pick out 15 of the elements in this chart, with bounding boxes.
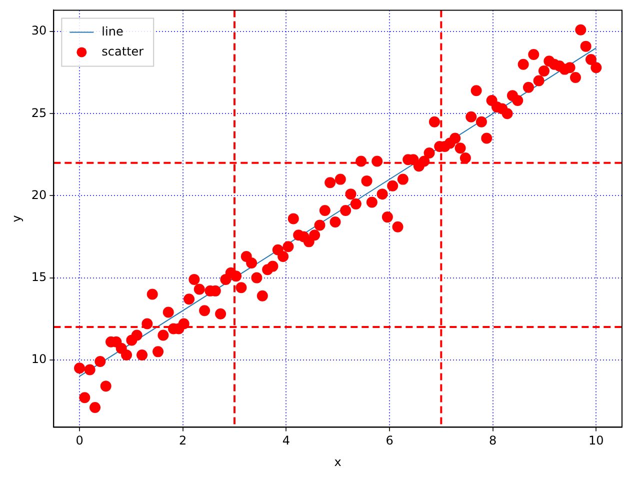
y-tick-label: 25 bbox=[31, 106, 47, 120]
legend-label: line bbox=[102, 24, 124, 38]
x-tick-label: 4 bbox=[282, 434, 290, 448]
y-tick-label: 10 bbox=[31, 352, 47, 366]
x-tick-label: 10 bbox=[588, 434, 604, 448]
y-tick-label: 20 bbox=[31, 188, 47, 202]
x-tick-label: 2 bbox=[179, 434, 187, 448]
y-tick-label: 30 bbox=[31, 24, 47, 38]
y-axis-title: y bbox=[9, 215, 24, 222]
x-tick-label: 8 bbox=[489, 434, 497, 448]
x-axis-title: x bbox=[334, 454, 342, 469]
legend-label: scatter bbox=[102, 44, 144, 58]
x-tick-label: 6 bbox=[386, 434, 394, 448]
y-tick-label: 15 bbox=[31, 270, 47, 284]
x-tick-label: 0 bbox=[76, 434, 84, 448]
